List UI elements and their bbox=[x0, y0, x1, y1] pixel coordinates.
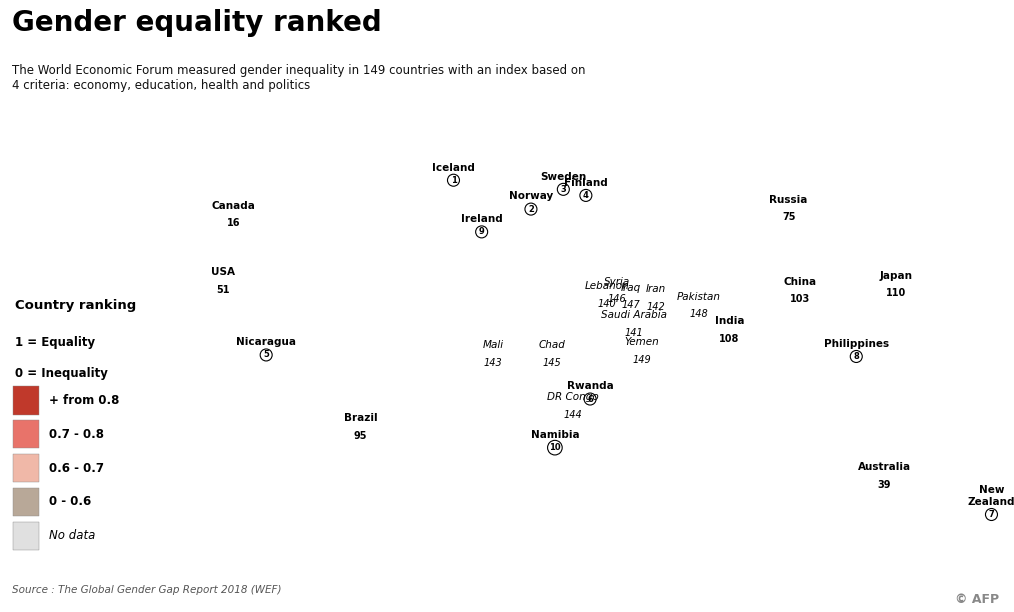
Text: 0.7 - 0.8: 0.7 - 0.8 bbox=[49, 428, 103, 441]
Text: Russia: Russia bbox=[770, 195, 808, 204]
Text: 103: 103 bbox=[790, 294, 810, 304]
Text: 2: 2 bbox=[528, 204, 534, 214]
Text: Philippines: Philippines bbox=[823, 339, 889, 349]
Text: Canada: Canada bbox=[212, 201, 256, 211]
Text: Sweden: Sweden bbox=[540, 172, 586, 182]
Text: 39: 39 bbox=[878, 480, 891, 490]
Text: New
Zealand: New Zealand bbox=[967, 485, 1014, 507]
Text: 141: 141 bbox=[625, 327, 643, 338]
Text: Chad: Chad bbox=[538, 340, 566, 351]
Text: DR Congo: DR Congo bbox=[548, 392, 599, 402]
Text: 1: 1 bbox=[450, 176, 456, 185]
Text: 95: 95 bbox=[354, 431, 367, 441]
Text: 16: 16 bbox=[227, 218, 240, 228]
Text: 145: 145 bbox=[542, 358, 562, 368]
Text: Rwanda: Rwanda bbox=[567, 381, 613, 392]
Text: China: China bbox=[784, 277, 816, 286]
Text: 7: 7 bbox=[989, 510, 995, 519]
Text: + from 0.8: + from 0.8 bbox=[49, 394, 119, 407]
Text: 51: 51 bbox=[216, 285, 229, 295]
Text: Finland: Finland bbox=[564, 178, 607, 188]
Text: Syria: Syria bbox=[603, 277, 630, 286]
Text: 149: 149 bbox=[633, 355, 652, 365]
Text: 5: 5 bbox=[264, 351, 269, 359]
Text: 143: 143 bbox=[484, 358, 502, 368]
Text: 146: 146 bbox=[607, 294, 627, 304]
Text: Lebanon: Lebanon bbox=[585, 281, 630, 291]
Text: USA: USA bbox=[211, 267, 234, 277]
Text: India: India bbox=[715, 316, 744, 326]
Text: 147: 147 bbox=[622, 300, 640, 310]
Text: © AFP: © AFP bbox=[954, 593, 999, 606]
Text: Source : The Global Gender Gap Report 2018 (WEF): Source : The Global Gender Gap Report 20… bbox=[12, 585, 282, 595]
Text: 148: 148 bbox=[690, 310, 708, 319]
Text: Australia: Australia bbox=[858, 462, 911, 472]
Text: Mali: Mali bbox=[483, 340, 504, 351]
Text: 0 = Inequality: 0 = Inequality bbox=[15, 367, 107, 379]
Text: 10: 10 bbox=[549, 443, 561, 452]
FancyBboxPatch shape bbox=[13, 386, 39, 414]
Text: Iceland: Iceland bbox=[432, 163, 475, 173]
Text: Iraq: Iraq bbox=[621, 283, 641, 293]
FancyBboxPatch shape bbox=[13, 488, 39, 516]
Text: Gender equality ranked: Gender equality ranked bbox=[12, 9, 382, 37]
Text: 9: 9 bbox=[479, 228, 485, 236]
Text: Pakistan: Pakistan bbox=[676, 292, 721, 302]
Text: 3: 3 bbox=[561, 185, 566, 194]
Text: Iran: Iran bbox=[646, 284, 666, 294]
Text: 110: 110 bbox=[885, 288, 906, 298]
FancyBboxPatch shape bbox=[5, 291, 203, 572]
Text: Norway: Norway bbox=[509, 192, 553, 201]
Text: 4: 4 bbox=[583, 191, 589, 200]
Text: The World Economic Forum measured gender inequality in 149 countries with an ind: The World Economic Forum measured gender… bbox=[12, 64, 586, 92]
Text: Country ranking: Country ranking bbox=[15, 299, 136, 312]
Text: 108: 108 bbox=[719, 334, 739, 344]
Text: Ireland: Ireland bbox=[460, 214, 503, 224]
Text: Yemen: Yemen bbox=[625, 337, 659, 348]
Text: 8: 8 bbox=[854, 352, 859, 361]
Text: 0.6 - 0.7: 0.6 - 0.7 bbox=[49, 461, 103, 474]
Text: Brazil: Brazil bbox=[344, 413, 377, 424]
Text: 75: 75 bbox=[782, 212, 795, 222]
Text: 0 - 0.6: 0 - 0.6 bbox=[49, 495, 91, 509]
Text: 144: 144 bbox=[564, 409, 583, 420]
Text: 6: 6 bbox=[587, 395, 593, 403]
FancyBboxPatch shape bbox=[13, 454, 39, 482]
FancyBboxPatch shape bbox=[13, 521, 39, 550]
Text: 140: 140 bbox=[597, 299, 617, 308]
Text: Namibia: Namibia bbox=[530, 430, 579, 440]
Text: Saudi Arabia: Saudi Arabia bbox=[600, 310, 667, 320]
Text: No data: No data bbox=[49, 529, 95, 542]
Text: 142: 142 bbox=[647, 302, 665, 312]
Text: Nicaragua: Nicaragua bbox=[236, 337, 296, 348]
Text: 1 = Equality: 1 = Equality bbox=[15, 336, 95, 349]
Text: Japan: Japan bbox=[879, 271, 913, 280]
FancyBboxPatch shape bbox=[13, 420, 39, 449]
